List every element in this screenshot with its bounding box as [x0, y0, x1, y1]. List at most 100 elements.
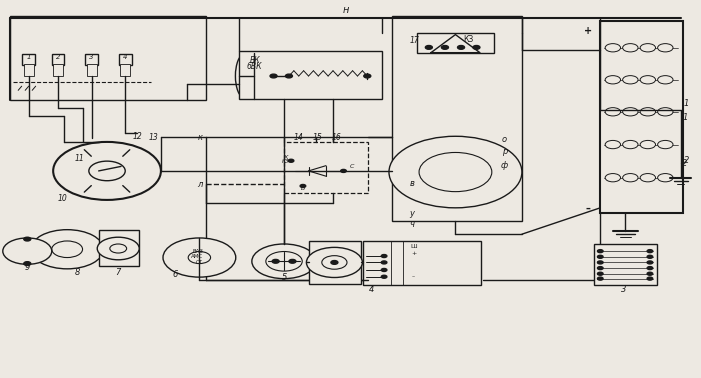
Text: 10: 10 [57, 194, 67, 203]
Bar [600, 22, 683, 214]
Circle shape [647, 272, 653, 275]
Text: в: в [409, 179, 414, 188]
Bar [86, 54, 98, 65]
Text: 4: 4 [123, 54, 128, 60]
Circle shape [622, 140, 638, 149]
Circle shape [24, 262, 31, 265]
Circle shape [341, 169, 346, 172]
Bar [393, 16, 522, 221]
Bar [363, 240, 481, 285]
Text: 5: 5 [281, 273, 287, 282]
Circle shape [272, 259, 279, 263]
Text: Б: Б [301, 186, 305, 192]
Text: С: С [350, 164, 354, 169]
Circle shape [605, 43, 620, 52]
Circle shape [658, 140, 673, 149]
Bar [417, 33, 494, 53]
Text: АМС: АМС [191, 254, 203, 259]
Circle shape [597, 261, 603, 264]
Text: к: к [198, 133, 203, 141]
Circle shape [306, 247, 362, 277]
Text: 16: 16 [332, 133, 341, 142]
Bar [87, 64, 97, 76]
Circle shape [622, 43, 638, 52]
Bar [119, 54, 132, 65]
Text: К: К [284, 155, 288, 160]
Circle shape [622, 108, 638, 116]
Text: н: н [342, 5, 349, 15]
Bar [53, 64, 63, 76]
Circle shape [163, 238, 236, 277]
Text: –: – [586, 204, 591, 214]
Text: ВК: ВК [250, 56, 260, 65]
Circle shape [458, 45, 465, 49]
Circle shape [597, 277, 603, 280]
Text: л: л [198, 180, 203, 189]
Polygon shape [244, 54, 273, 97]
Text: +: + [585, 26, 592, 36]
Text: ВАЗ: ВАЗ [193, 249, 203, 254]
Circle shape [110, 244, 127, 253]
Circle shape [31, 230, 104, 269]
Text: 8: 8 [75, 268, 81, 277]
Text: 13: 13 [149, 133, 158, 141]
Circle shape [381, 275, 387, 278]
Text: ч: ч [409, 220, 414, 229]
Circle shape [364, 74, 371, 78]
Text: р: р [502, 147, 507, 156]
Text: КЗ: КЗ [463, 35, 473, 44]
Circle shape [97, 237, 139, 260]
Circle shape [597, 266, 603, 270]
Circle shape [658, 76, 673, 84]
Circle shape [597, 249, 603, 253]
Text: 14: 14 [293, 133, 303, 142]
Text: КЗ: КЗ [282, 160, 289, 164]
Text: 7: 7 [116, 268, 121, 277]
Circle shape [640, 43, 655, 52]
Circle shape [3, 238, 52, 264]
Text: 1: 1 [27, 54, 31, 60]
Circle shape [597, 255, 603, 258]
Bar [99, 231, 139, 266]
Text: 3: 3 [620, 285, 626, 294]
Circle shape [647, 266, 653, 270]
Circle shape [473, 45, 480, 49]
Circle shape [188, 251, 210, 263]
Bar [52, 54, 64, 65]
Text: 1: 1 [683, 99, 689, 108]
Bar [24, 64, 34, 76]
Circle shape [658, 43, 673, 52]
Circle shape [605, 140, 620, 149]
Text: 2: 2 [56, 54, 60, 60]
Text: 1: 1 [682, 113, 688, 122]
Circle shape [24, 237, 31, 241]
Circle shape [419, 152, 492, 192]
Circle shape [640, 140, 655, 149]
Circle shape [647, 249, 653, 253]
Circle shape [381, 254, 387, 257]
Circle shape [252, 244, 316, 279]
Text: Ш: Ш [410, 244, 417, 249]
Text: 6ВК: 6ВК [246, 62, 261, 71]
Text: –: – [412, 274, 415, 279]
Circle shape [322, 256, 347, 269]
Circle shape [622, 76, 638, 84]
Circle shape [640, 174, 655, 182]
Text: 12: 12 [132, 132, 142, 141]
Circle shape [331, 260, 338, 264]
Text: 2: 2 [683, 156, 689, 165]
Circle shape [597, 272, 603, 275]
Circle shape [89, 161, 125, 181]
Circle shape [300, 184, 306, 187]
Circle shape [658, 174, 673, 182]
Text: 15: 15 [313, 133, 322, 142]
Text: у: у [409, 209, 414, 218]
Text: 6: 6 [173, 270, 178, 279]
Circle shape [52, 241, 83, 257]
Circle shape [647, 255, 653, 258]
Circle shape [640, 76, 655, 84]
Circle shape [658, 108, 673, 116]
Text: 17: 17 [410, 36, 420, 45]
Text: 3: 3 [90, 54, 94, 60]
Circle shape [426, 45, 433, 49]
